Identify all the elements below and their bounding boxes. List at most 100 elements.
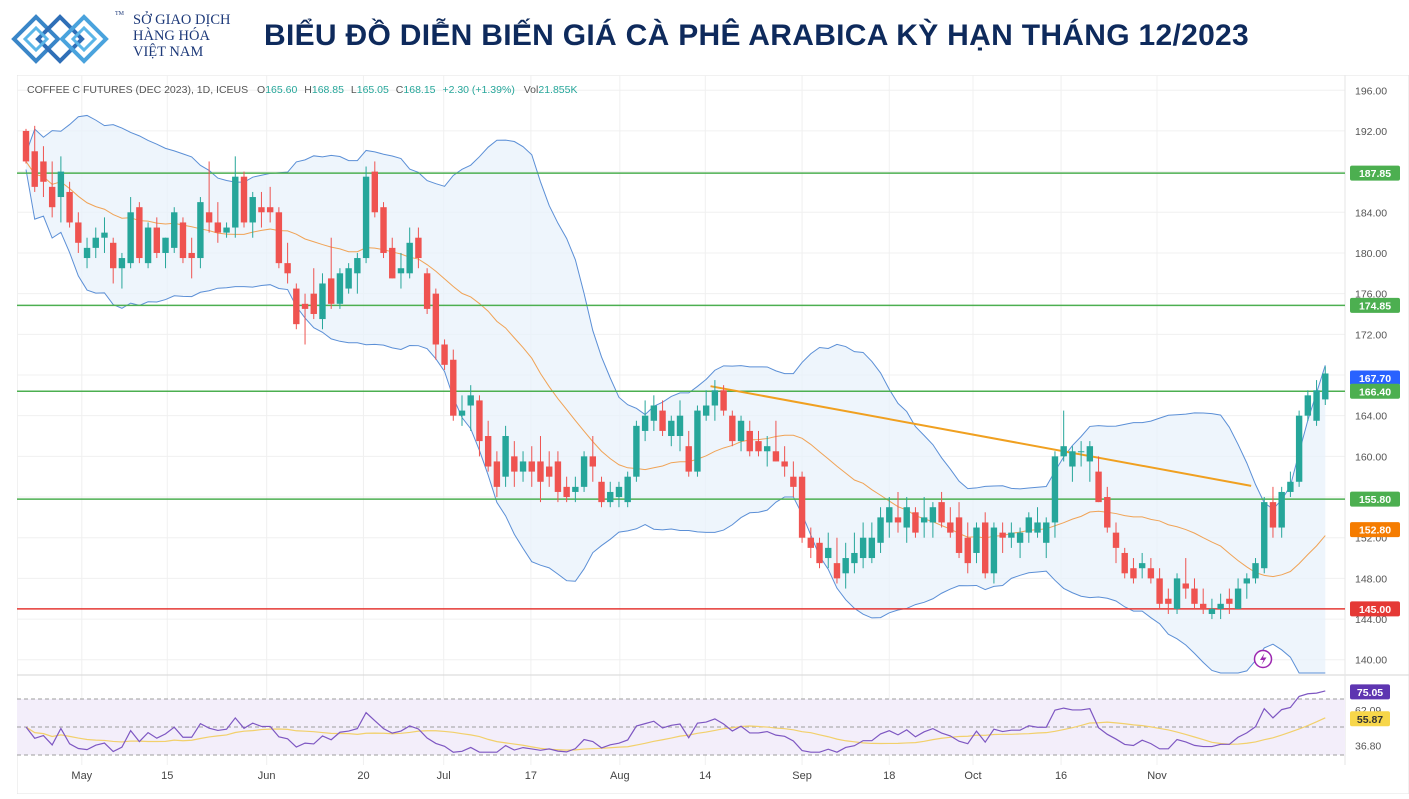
candle-body <box>127 212 134 264</box>
candle <box>546 451 553 487</box>
candle-body <box>1208 608 1216 614</box>
y-tick-label: 140.00 <box>1355 655 1387 667</box>
candle-body <box>1243 578 1250 584</box>
candle-body <box>362 176 370 259</box>
price-badge-l3: 167.70 <box>1350 370 1400 386</box>
candle <box>1173 573 1181 614</box>
candle <box>275 207 283 269</box>
candle-body <box>589 456 596 467</box>
candle-body <box>798 476 806 538</box>
candle-body <box>894 517 902 523</box>
candle-body <box>415 237 422 259</box>
candle-body <box>702 405 710 416</box>
candle-body <box>659 410 666 431</box>
candle <box>423 268 431 314</box>
candle-body <box>467 395 474 406</box>
lightning-icon[interactable] <box>1253 649 1273 669</box>
candle <box>83 237 91 269</box>
candle <box>310 268 317 320</box>
candle <box>458 395 466 426</box>
candle-body <box>572 486 579 492</box>
candle-body <box>389 247 396 279</box>
candle-body <box>1252 563 1259 579</box>
candle <box>886 497 893 538</box>
candle-body <box>807 537 814 548</box>
candle <box>580 451 588 492</box>
candle <box>1217 593 1224 620</box>
legend-low: 165.05 <box>357 84 389 96</box>
candle <box>877 507 884 553</box>
candle <box>415 227 422 269</box>
candle <box>205 161 213 233</box>
candle <box>380 202 387 259</box>
candle-body <box>83 247 91 259</box>
trademark: TM <box>115 11 124 17</box>
candle <box>1234 578 1242 609</box>
rsi-line <box>25 690 1326 753</box>
candle-body <box>223 227 230 233</box>
candle <box>973 522 980 564</box>
candle <box>502 425 509 487</box>
candle <box>537 436 544 503</box>
candle-body <box>48 186 56 208</box>
candle-body <box>214 222 222 233</box>
candle-body <box>423 273 431 309</box>
price-badge-label: 174.85 <box>1359 300 1391 312</box>
candle-body <box>947 522 954 533</box>
candle-body <box>284 263 291 274</box>
candle <box>615 481 623 508</box>
candle-body <box>982 522 989 574</box>
candle <box>764 436 771 467</box>
candle-body <box>493 461 501 487</box>
x-tick-label: 20 <box>357 770 369 782</box>
x-tick-label: 15 <box>161 770 173 782</box>
candle <box>319 273 326 330</box>
candle-body <box>406 242 413 274</box>
candle <box>57 156 65 223</box>
candle-body <box>188 252 195 259</box>
y-tick-label: 176.00 <box>1355 289 1387 301</box>
price-chart[interactable]: 196.00192.00188.00184.00180.00176.00172.… <box>16 74 1409 795</box>
candle <box>153 217 160 259</box>
candle <box>1016 527 1024 559</box>
price-badge-label: 145.00 <box>1359 604 1391 616</box>
candle <box>232 156 239 238</box>
candle <box>1243 573 1250 599</box>
candle-body <box>790 476 797 487</box>
candle-body <box>1077 451 1085 453</box>
candle-body <box>1226 598 1233 604</box>
logo-line-2: HÀNG HÓA <box>133 28 210 44</box>
candle-body <box>484 436 492 467</box>
candle <box>118 252 126 289</box>
candle-body <box>458 410 466 416</box>
candle-body <box>685 446 692 472</box>
candle-body <box>144 227 152 264</box>
candle-body <box>197 202 204 259</box>
candle <box>110 237 117 284</box>
time-axis: May 15 Jun 20 Jul 17 Aug 14 Sep 18 Oct 16 Nov <box>71 770 1167 782</box>
candle <box>668 415 675 447</box>
candle-body <box>301 303 309 309</box>
candle-body <box>694 410 701 472</box>
y-tick-label: 160.00 <box>1355 451 1387 463</box>
candle-body <box>275 212 283 264</box>
chart-frame[interactable]: 196.00192.00188.00184.00180.00176.00172.… <box>16 74 1409 795</box>
candle-body <box>153 227 160 253</box>
x-tick-label: Oct <box>964 770 981 782</box>
candle <box>450 349 457 421</box>
candle <box>1313 380 1320 426</box>
rsi-tick-label: 36.80 <box>1355 740 1381 752</box>
candle-body <box>781 461 788 467</box>
candle <box>441 339 448 370</box>
candle-body <box>851 552 858 564</box>
candle-body <box>607 491 614 503</box>
candle-body <box>75 222 82 243</box>
candle <box>737 415 745 452</box>
candle <box>197 197 204 269</box>
sgd-logo-icon <box>11 14 109 64</box>
candle <box>406 227 413 279</box>
header: TM SỞ GIAO DỊCH HÀNG HÓA VIỆT NAM BIỂU Đ… <box>0 0 1409 75</box>
candle-body <box>1008 532 1015 538</box>
candle <box>371 161 378 218</box>
y-tick-label: 184.00 <box>1355 207 1387 219</box>
